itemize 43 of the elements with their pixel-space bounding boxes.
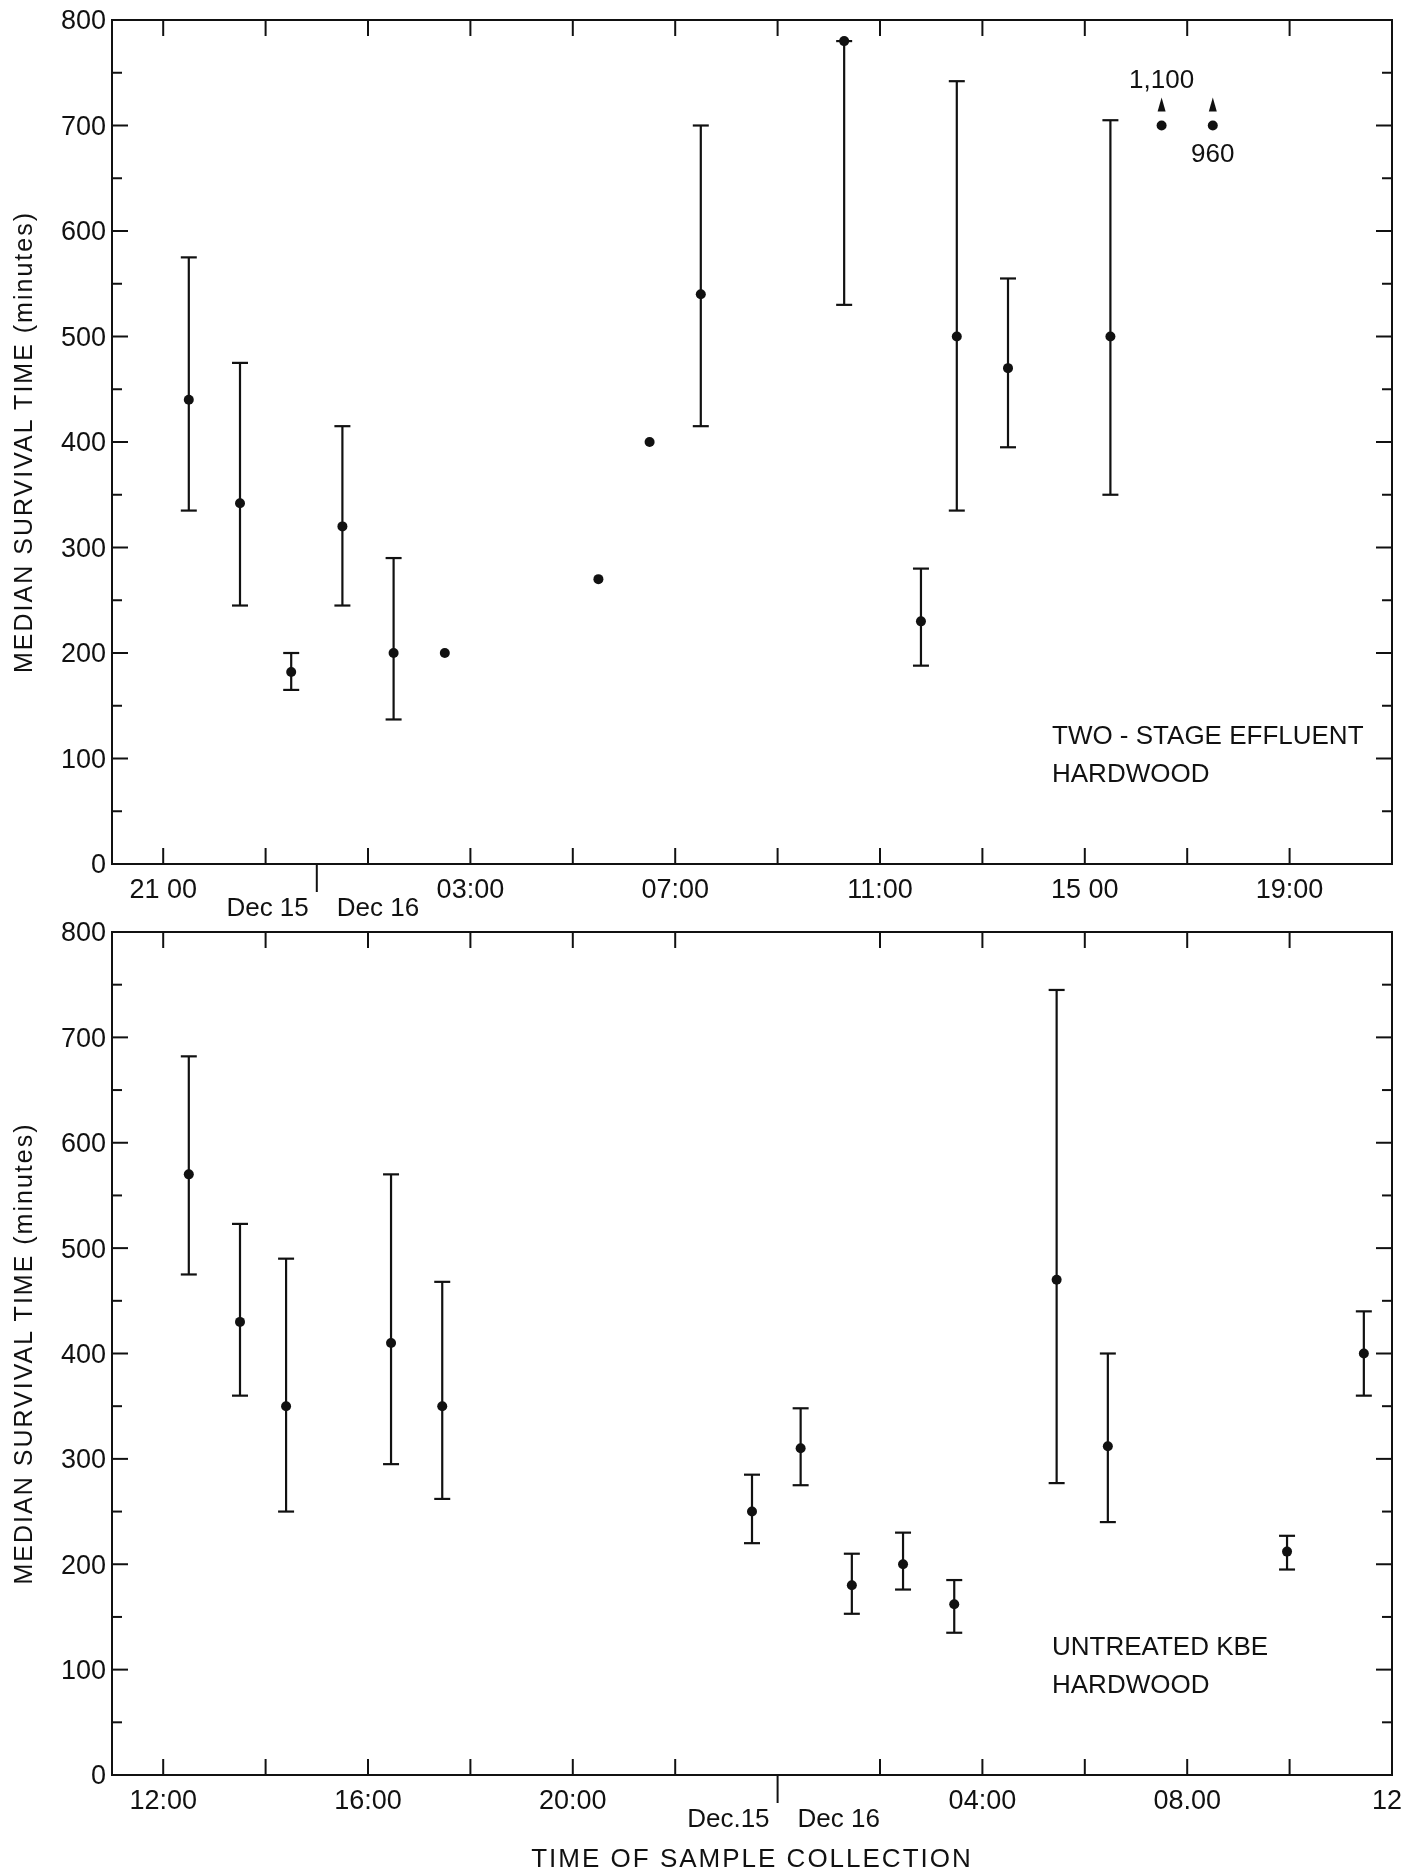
annotation: HARDWOOD [1052, 1669, 1210, 1699]
annotation: TWO - STAGE EFFLUENT [1052, 720, 1364, 750]
x-tick-label: 12:00 [129, 1785, 197, 1815]
x-tick-label: 03:00 [436, 874, 505, 904]
y-tick-label: 100 [60, 743, 106, 774]
x-tick-label: 15 00 [1051, 874, 1119, 904]
y-tick-label: 600 [60, 1128, 106, 1159]
x-tick-label: 21 00 [129, 874, 197, 904]
y-tick-label: 200 [60, 1549, 106, 1580]
x-tick-label: 19:00 [1255, 874, 1324, 904]
annotation: HARDWOOD [1052, 758, 1210, 788]
text: Dec 16 [797, 1803, 880, 1833]
y-tick-label: 200 [60, 638, 106, 669]
y-tick-label: 700 [60, 1022, 106, 1053]
x-tick-label: 11:00 [847, 874, 913, 904]
text: Dec.15 [687, 1803, 770, 1833]
x-tick-label: 04:00 [948, 1785, 1017, 1815]
y-tick-label: 800 [60, 5, 106, 36]
y-tick-label: 400 [60, 427, 106, 458]
y-tick-label: 400 [60, 1338, 106, 1369]
y-tick-label: 0 [90, 1760, 106, 1791]
annotation: 960 [1191, 137, 1235, 168]
annotation: 1,100 [1129, 63, 1195, 94]
y-tick-label: 600 [60, 216, 106, 247]
x-tick-label: 08.00 [1153, 1785, 1221, 1815]
y-tick-label: 0 [90, 849, 106, 880]
y-tick-label: 300 [60, 532, 106, 563]
text: Dec 15 [226, 892, 309, 922]
y-tick-label: 700 [60, 110, 106, 141]
text: Dec 16 [336, 892, 420, 922]
y-tick-label: 300 [60, 1444, 106, 1475]
y-tick-label: 500 [60, 321, 106, 352]
annotation: UNTREATED KBE [1052, 1631, 1269, 1661]
x-tick-label: 12 [1371, 1785, 1403, 1815]
y-tick-label: 100 [60, 1655, 106, 1686]
y-tick-label: 800 [60, 917, 106, 948]
x-tick-label: 16:00 [334, 1785, 402, 1815]
x-tick-label: 07:00 [641, 874, 709, 904]
x-axis-title: TIME OF SAMPLE COLLECTION [531, 1843, 973, 1873]
x-tick-label: 20:00 [539, 1785, 607, 1815]
y-tick-label: 500 [60, 1233, 106, 1264]
y-axis-title: MEDIAN SURVIVAL TIME (minutes) [9, 1122, 37, 1585]
y-axis-title: MEDIAN SURVIVAL TIME (minutes) [9, 211, 37, 673]
